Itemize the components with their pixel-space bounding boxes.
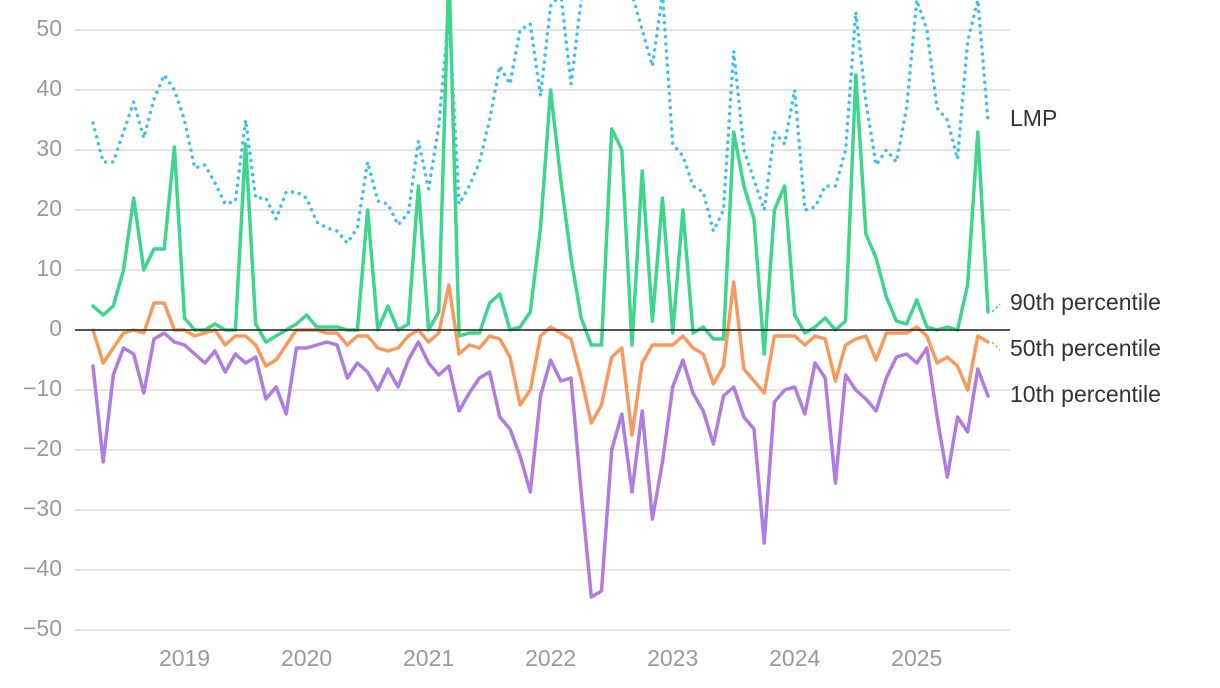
y-tick-label: 20	[36, 195, 62, 221]
series-label: 10th percentile	[1010, 381, 1161, 407]
x-tick-label: 2020	[281, 645, 332, 671]
x-tick-label: 2024	[769, 645, 820, 671]
y-tick-label: −40	[23, 555, 62, 581]
y-tick-label: −20	[23, 435, 62, 461]
series-line	[91, 280, 990, 437]
x-tick-label: 2021	[403, 645, 454, 671]
series-label: LMP	[1010, 105, 1057, 131]
y-tick-label: 0	[49, 315, 62, 341]
y-tick-label: −10	[23, 375, 62, 401]
x-tick-label: 2023	[647, 645, 698, 671]
label-connector	[991, 341, 1001, 351]
y-tick-label: 50	[36, 15, 62, 41]
y-tick-label: −30	[23, 495, 62, 521]
y-tick-label: 40	[36, 75, 62, 101]
series-line	[91, 0, 990, 356]
series-label: 50th percentile	[1010, 335, 1161, 361]
x-tick-label: 2025	[891, 645, 942, 671]
x-tick-label: 2019	[159, 645, 210, 671]
series-label: 90th percentile	[1010, 289, 1161, 315]
plot-area	[91, 0, 990, 599]
series-line	[91, 0, 990, 245]
y-tick-label: 30	[36, 135, 62, 161]
y-tick-label: −50	[23, 615, 62, 641]
y-tick-label: 10	[36, 255, 62, 281]
label-connector	[991, 303, 1001, 313]
series-line	[91, 331, 990, 599]
x-tick-label: 2022	[525, 645, 576, 671]
